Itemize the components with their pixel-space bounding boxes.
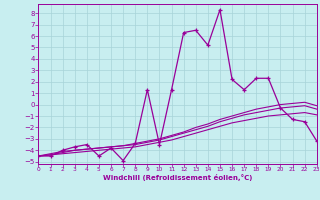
X-axis label: Windchill (Refroidissement éolien,°C): Windchill (Refroidissement éolien,°C) [103, 174, 252, 181]
